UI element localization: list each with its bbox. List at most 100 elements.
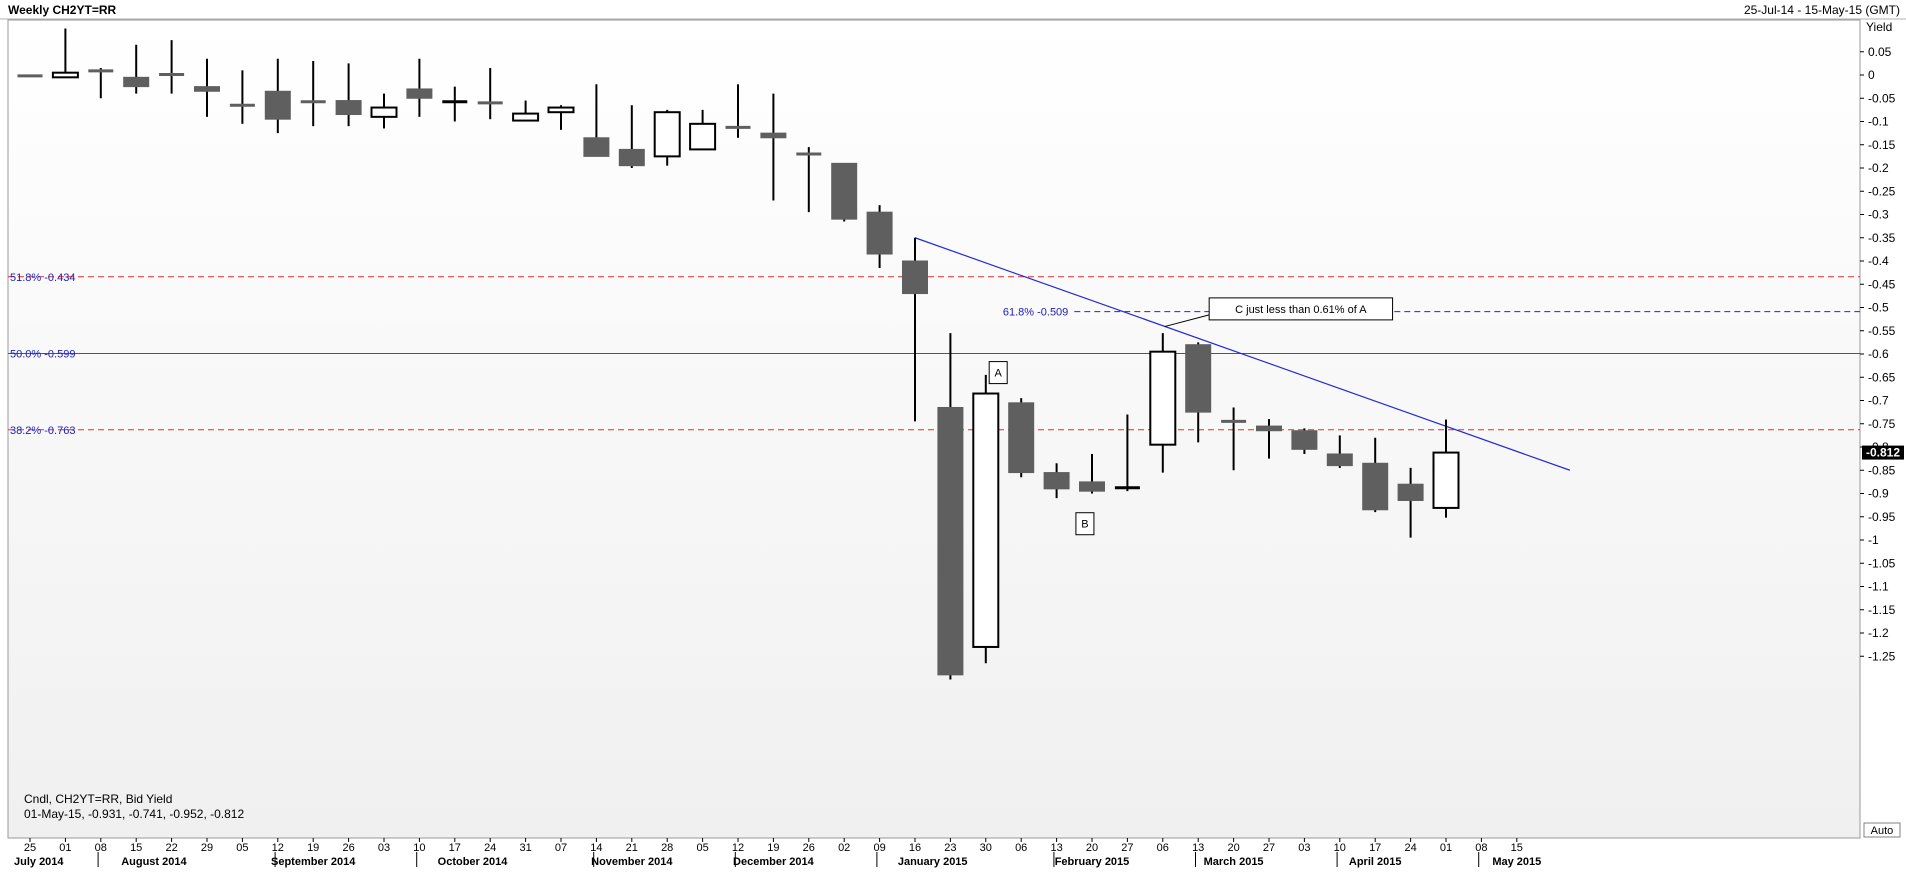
y-tick-label: -1 (1868, 533, 1879, 547)
x-day-label: 03 (378, 842, 390, 854)
candle-body (937, 406, 964, 676)
candle-body (370, 106, 398, 118)
candle (653, 109, 681, 166)
y-axis-title: Yield (1866, 20, 1892, 34)
candle (972, 374, 1000, 664)
x-day-label: 13 (1050, 842, 1062, 854)
x-day-label: 13 (1192, 842, 1204, 854)
candle (1185, 342, 1212, 443)
y-tick-label: -1.05 (1868, 556, 1896, 570)
x-day-label: 14 (590, 842, 602, 854)
candle (1043, 463, 1070, 499)
candle-body (512, 112, 540, 122)
fib-level-label: 61.8% -0.509 (1003, 307, 1068, 319)
y-tick-label: -0.45 (1868, 277, 1896, 291)
candle (583, 84, 610, 157)
candle (1256, 419, 1282, 459)
candle (1432, 419, 1460, 518)
candle-body (1256, 425, 1282, 432)
x-day-label: 21 (626, 842, 638, 854)
x-day-label: 15 (1511, 842, 1523, 854)
candle (689, 109, 717, 151)
x-month-label: February 2015 (1055, 856, 1130, 868)
x-month-label: April 2015 (1349, 856, 1402, 868)
y-tick-label: -0.25 (1868, 184, 1896, 198)
x-month-label: October 2014 (438, 856, 509, 868)
x-day-label: 10 (413, 842, 425, 854)
y-tick-label: -1.2 (1868, 626, 1889, 640)
candle (618, 105, 645, 168)
candle-body (1008, 402, 1035, 474)
x-day-label: 20 (1086, 842, 1098, 854)
candle (229, 70, 255, 124)
candle (88, 68, 114, 99)
x-month-label: November 2014 (591, 856, 673, 868)
x-day-label: 23 (944, 842, 956, 854)
y-tick-label: -0.85 (1868, 463, 1896, 477)
candle (1397, 467, 1424, 538)
x-month-label: May 2015 (1492, 856, 1541, 868)
x-day-label: 19 (307, 842, 319, 854)
candle (866, 205, 893, 268)
candle-body (689, 122, 717, 151)
y-tick-label: -1.25 (1868, 649, 1896, 663)
candle (725, 84, 751, 138)
candle-body (902, 260, 928, 295)
candle-body (1043, 472, 1070, 490)
y-tick-label: -0.05 (1868, 91, 1896, 105)
annotation-box (1208, 297, 1394, 321)
candle (159, 40, 185, 94)
x-day-label: 12 (732, 842, 744, 854)
candle-body (406, 88, 433, 99)
x-day-label: 17 (449, 842, 461, 854)
last-value-label: -0.812 (1866, 446, 1900, 460)
y-tick-label: -0.6 (1868, 347, 1889, 361)
candle-body (972, 392, 1000, 648)
candle (937, 333, 964, 680)
x-day-label: 26 (803, 842, 815, 854)
x-day-label: 06 (1157, 842, 1169, 854)
candle-body (831, 162, 858, 220)
candle (300, 61, 326, 127)
annotations-layer: A B C just less than 0.61% of A (988, 297, 1394, 536)
x-day-label: 12 (272, 842, 284, 854)
x-axis: 25 01 08 15 22 29 05 12 19 26 03 10 17 24 31 07 14 21 28 05… (14, 838, 1541, 868)
candle-body (866, 211, 893, 255)
x-day-label: 06 (1015, 842, 1027, 854)
candle (477, 68, 503, 120)
candle (264, 58, 291, 134)
x-day-label: 05 (236, 842, 248, 854)
auto-scale-button[interactable]: Auto (1863, 822, 1901, 838)
y-axis: 0.05 0 -0.05 -0.1 -0.15 -0.2 -0.25 -0.3 -0.35 -0.… (1860, 45, 1896, 663)
x-day-label: 25 (24, 842, 36, 854)
x-day-label: 02 (838, 842, 850, 854)
candle-body (264, 90, 291, 120)
candle-body (194, 86, 220, 92)
y-tick-label: -1.15 (1868, 603, 1896, 617)
trendline-layer (914, 237, 1571, 471)
x-month-label: December 2014 (733, 856, 815, 868)
candle-body (1149, 350, 1177, 446)
candles-layer (17, 28, 1460, 680)
x-day-label: 07 (555, 842, 567, 854)
x-day-label: 17 (1369, 842, 1381, 854)
x-day-label: 27 (1263, 842, 1275, 854)
legend-line-2: 01-May-15, -0.931, -0.741, -0.952, -0.81… (24, 807, 244, 821)
trendline (914, 237, 1571, 471)
x-day-label: 27 (1121, 842, 1133, 854)
auto-button-label: Auto (1871, 825, 1894, 837)
candle (831, 162, 858, 222)
candle (1291, 428, 1318, 454)
candle (1114, 414, 1140, 492)
candle (902, 237, 928, 422)
candle (1079, 453, 1105, 494)
x-day-label: 10 (1334, 842, 1346, 854)
date-range: 25-Jul-14 - 15-May-15 (GMT) (1744, 3, 1900, 17)
candle (760, 93, 787, 201)
candle (512, 100, 540, 122)
candle-body (51, 71, 79, 79)
x-day-label: 28 (661, 842, 673, 854)
y-tick-label: -0.4 (1868, 254, 1889, 268)
candle-body (1079, 481, 1105, 492)
